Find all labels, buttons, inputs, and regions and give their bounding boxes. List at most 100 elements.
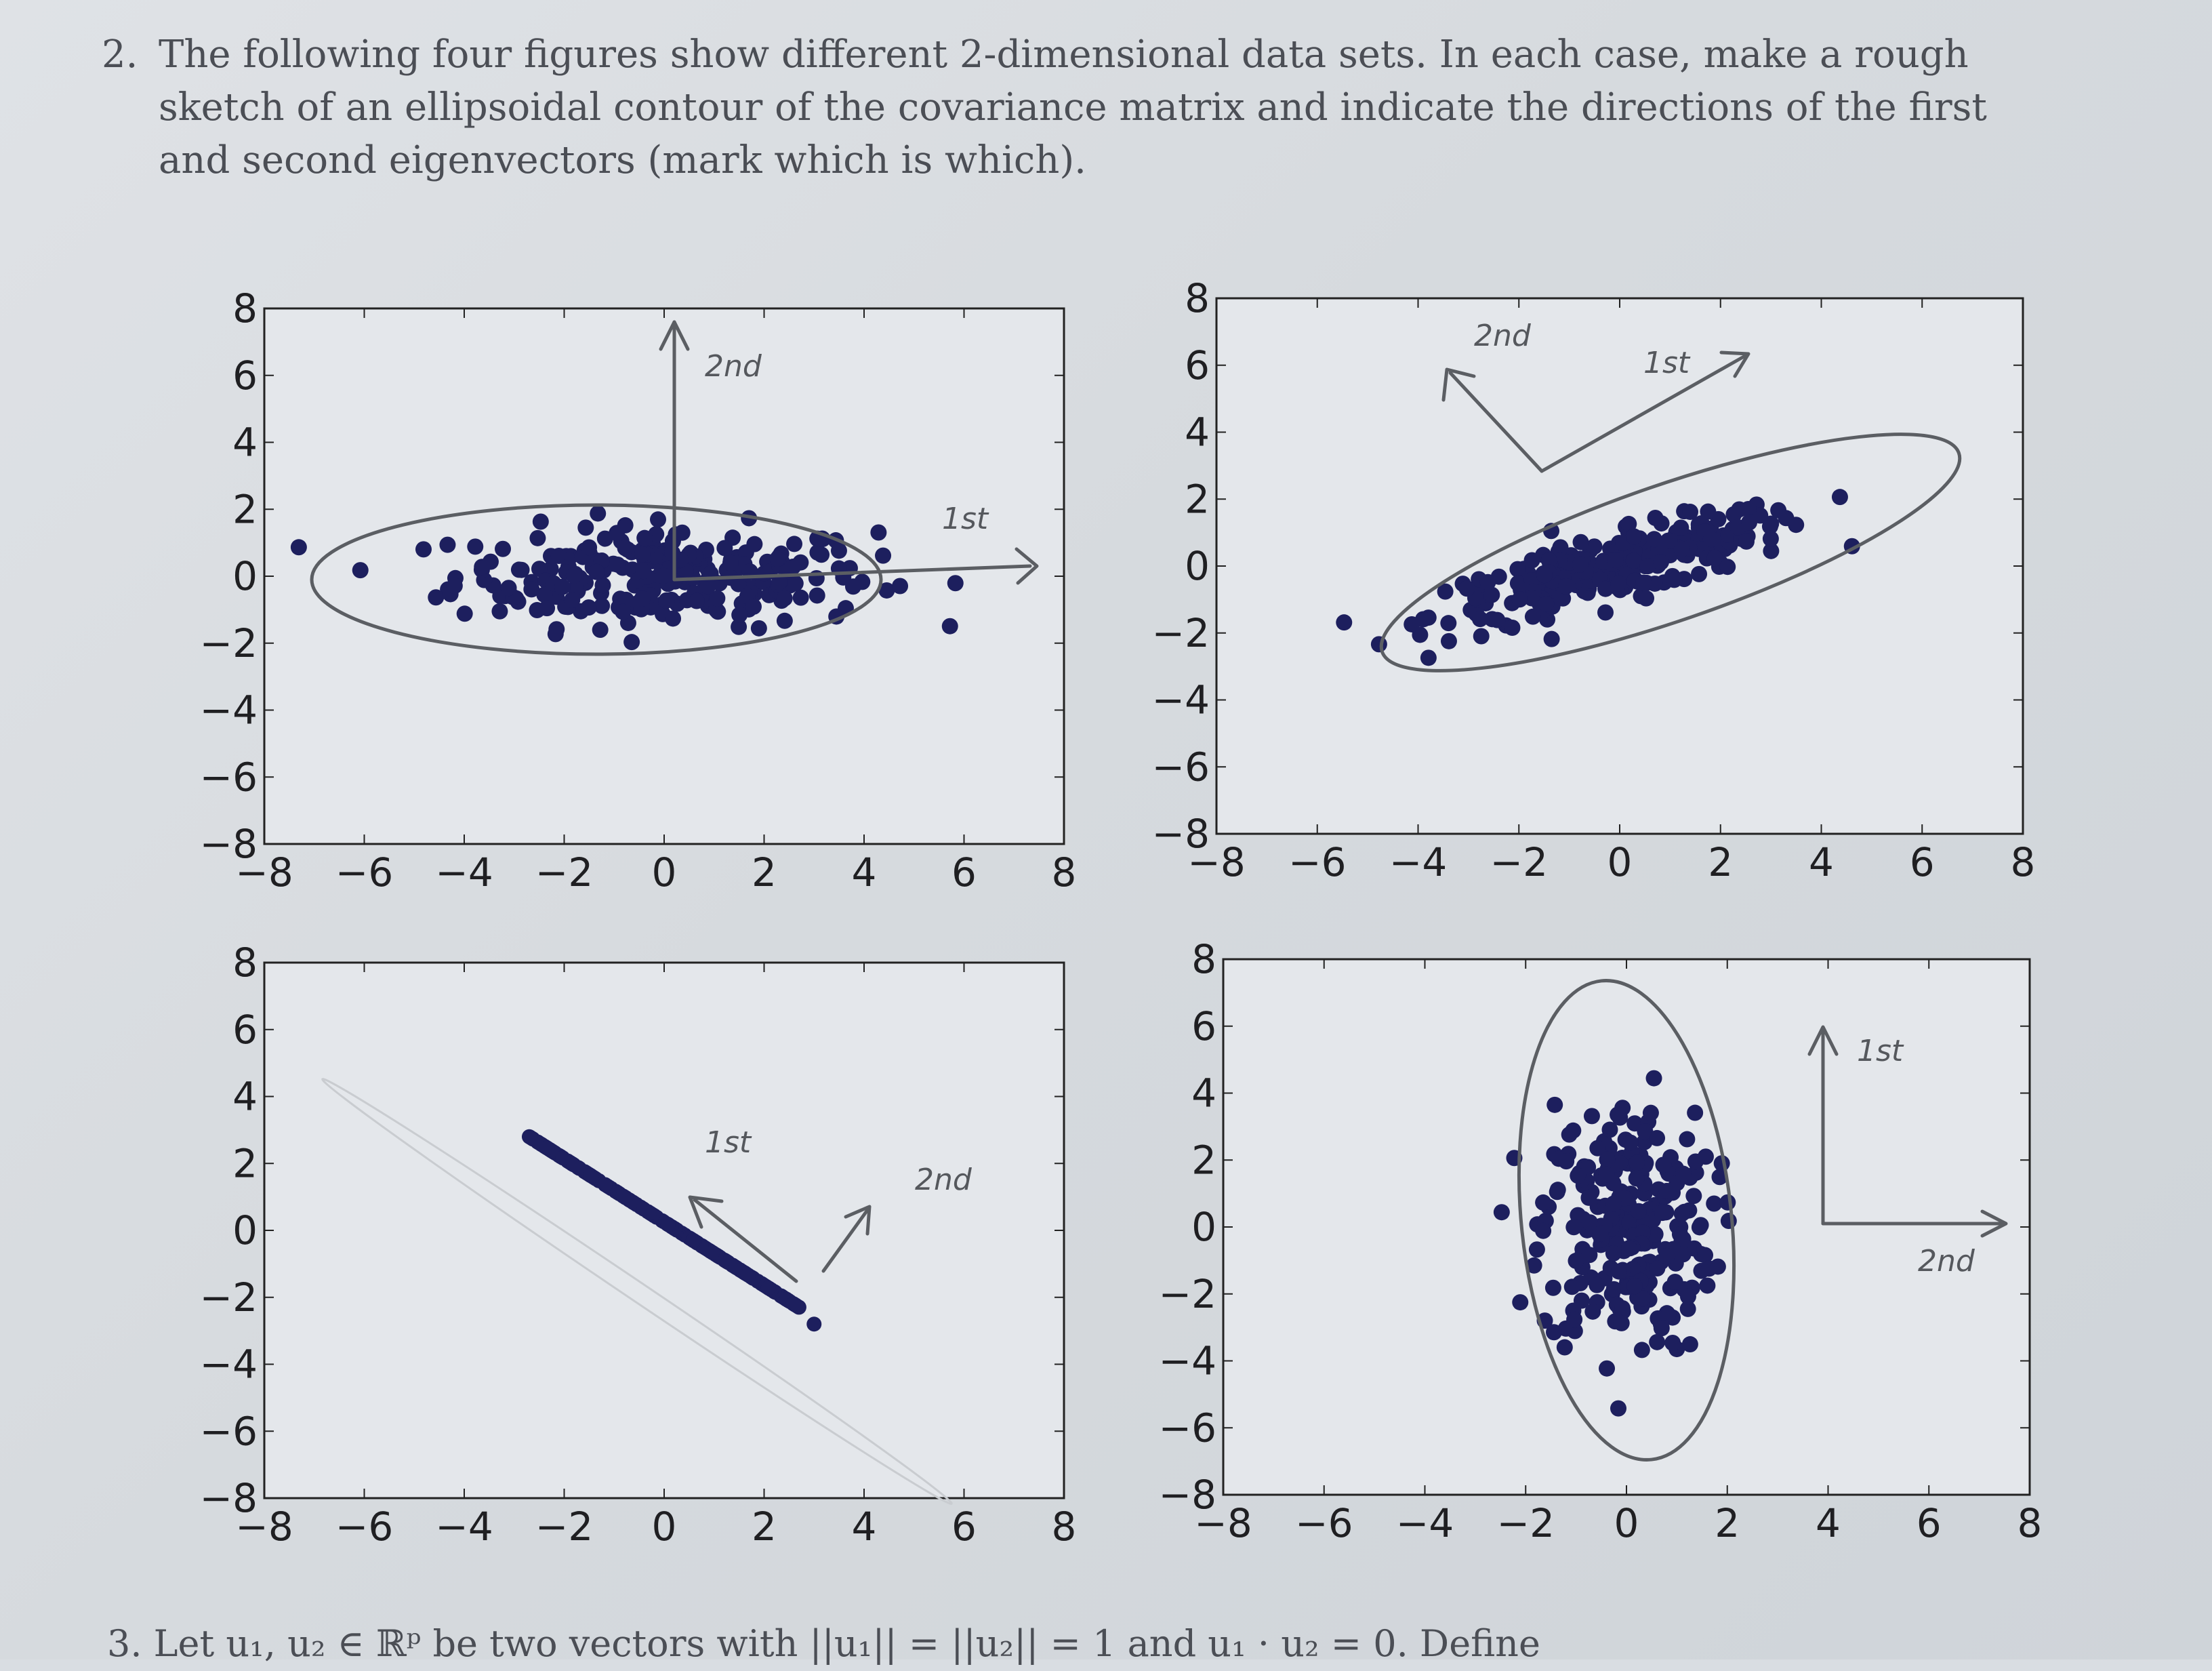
data-point [1572,556,1589,573]
data-point [1605,1195,1622,1212]
data-point [1679,1288,1696,1305]
data-point [597,1177,613,1192]
data-point [1673,540,1690,557]
y-tick-label: 8 [232,940,258,986]
data-point [1549,1182,1566,1199]
data-point [539,600,556,617]
data-point [1706,550,1723,567]
y-tick-label: 4 [1185,409,1210,456]
data-point [875,547,892,564]
problem-number: 2. [102,33,138,77]
data-point [1489,611,1506,628]
data-point [636,1201,652,1217]
data-point [1675,1230,1692,1247]
covariance-ellipse [1517,979,1736,1462]
data-point [1479,573,1496,590]
data-point [1595,554,1612,571]
x-tick-label: 0 [652,849,677,895]
data-point [1504,619,1521,636]
data-point [1647,509,1664,526]
data-point [474,559,491,576]
data-point [1633,1342,1650,1358]
data-point [660,1217,676,1232]
data-point [352,562,369,579]
y-tick-label: −8 [1159,1472,1217,1518]
data-point [1673,1205,1690,1222]
x-tick-label: −4 [435,1504,493,1550]
data-point [1535,1194,1552,1211]
data-point [1610,575,1627,592]
y-tick-label: −8 [200,1475,258,1521]
data-point [760,1280,776,1295]
data-point [1702,531,1719,548]
data-point [730,576,747,592]
x-tick-label: 0 [652,1504,677,1550]
data-point [495,540,512,557]
data-point [1599,1151,1616,1168]
data-point [1582,1214,1599,1231]
data-point [1589,1276,1605,1293]
data-point [1563,1279,1580,1295]
y-tick-label: −2 [1152,610,1210,656]
data-point [1625,552,1642,569]
y-tick-label: −2 [200,620,258,666]
data-point [446,578,463,595]
arrow-head [1015,547,1039,585]
arrow-head [844,1205,872,1236]
x-tick-label: 0 [1607,839,1633,885]
data-point [1613,1314,1630,1331]
y-tick-label: −4 [1159,1338,1217,1384]
data-point [1583,1108,1600,1125]
data-point [583,1167,598,1183]
y-tick-label: 2 [1191,1137,1216,1183]
data-point [1700,503,1717,520]
covariance-ellipse [1379,432,1962,672]
data-point [1610,1263,1627,1280]
label-1st: 1st [1643,346,1691,380]
y-tick-label: −6 [1159,1405,1217,1451]
data-point [705,1245,720,1260]
data-point [1682,504,1699,521]
data-point [1437,583,1454,600]
data-point [1763,542,1780,559]
data-point [1638,590,1655,607]
data-point [740,1268,756,1283]
y-tick-label: 4 [232,420,258,466]
data-point [1589,1140,1606,1156]
y-tick-label: −4 [200,1342,258,1388]
second-eigenvector-arrow [821,1208,869,1273]
data-point [550,547,567,564]
data-point [1685,1188,1702,1205]
x-tick-label: 8 [2018,1500,2043,1546]
arrow-head [1719,350,1750,378]
first-eigenvector-arrow [1540,354,1747,473]
data-point [792,589,809,606]
data-point [1630,1203,1647,1220]
data-point [1523,590,1540,607]
data-point [415,541,432,558]
data-point [634,590,651,607]
data-point [1528,1241,1545,1258]
data-point [1580,1189,1597,1206]
data-point [1622,1134,1639,1151]
data-point [685,1232,701,1248]
data-point [566,1157,581,1173]
data-point [529,529,546,546]
data-point [1720,1213,1737,1230]
data-point [1458,580,1475,597]
data-point [1738,533,1755,550]
problem-statement: The following four figures show differen… [159,33,1987,182]
x-tick-label: −2 [535,849,594,895]
y-tick-label: −2 [200,1274,258,1321]
x-tick-label: 2 [1708,839,1733,885]
x-tick-label: −2 [535,1504,594,1550]
data-point [1523,552,1540,569]
data-point [564,591,581,608]
y-tick-label: −8 [1152,811,1210,857]
data-point [1540,552,1557,569]
data-point [1546,1324,1563,1341]
pencil-sketch: 1st 2nd [1517,979,2008,1462]
data-point [1654,1205,1671,1222]
data-point [1679,1300,1696,1317]
data-point [1649,1333,1666,1350]
